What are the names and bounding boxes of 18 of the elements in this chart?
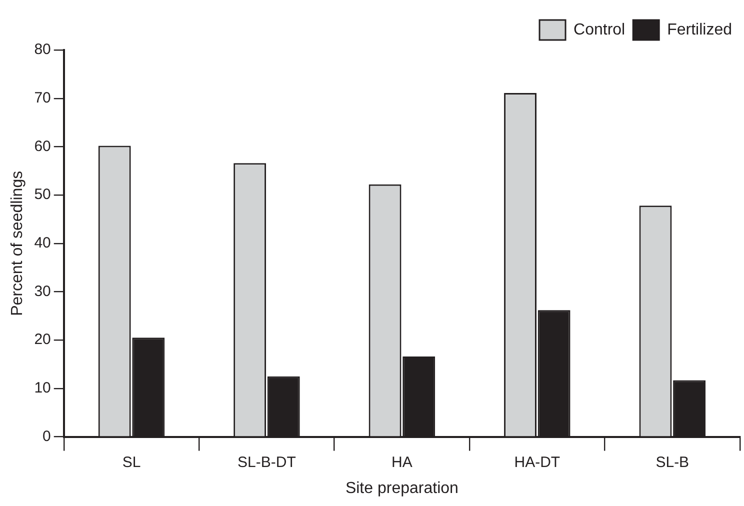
x-tick-label: HA	[392, 454, 412, 471]
y-tick-label: 0	[42, 428, 51, 445]
y-tick-label: 50	[34, 186, 51, 204]
y-axis-title: Percent of seedlings	[9, 170, 26, 316]
y-tick-label: 60	[34, 138, 51, 155]
y-tick-label: 20	[34, 331, 51, 348]
y-tick-label: 10	[34, 380, 51, 397]
x-tick-label: HA-DT	[514, 454, 560, 471]
x-tick-label: SL-B-DT	[238, 454, 296, 471]
legend-label: Control	[574, 21, 626, 38]
y-tick-label: 40	[34, 234, 51, 252]
legend-label: Fertilized	[667, 21, 732, 38]
x-axis-title: Site preparation	[345, 480, 458, 497]
x-tick-label: SL	[122, 454, 141, 471]
y-tick-label: 80	[34, 41, 51, 58]
y-tick-label: 30	[34, 282, 51, 300]
x-tick-label: SL-B	[656, 454, 690, 471]
y-tick-label: 70	[34, 89, 51, 106]
